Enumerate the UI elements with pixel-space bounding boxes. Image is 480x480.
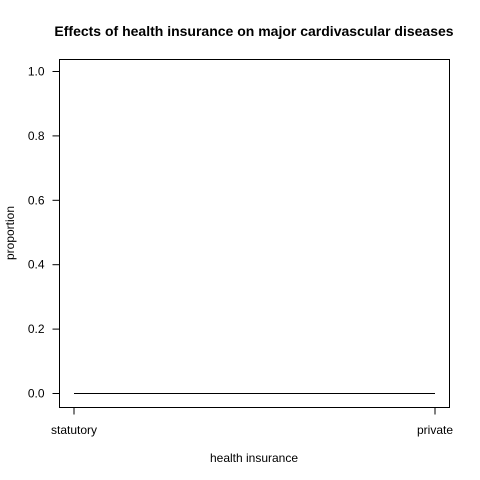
x-tick-label: statutory <box>51 423 97 437</box>
chart-title: Effects of health insurance on major car… <box>54 23 453 39</box>
x-axis: statutory private <box>51 407 453 437</box>
plot-frame <box>59 59 450 408</box>
y-axis: 0.0 0.2 0.4 0.6 0.8 1.0 <box>28 65 60 401</box>
y-axis-label: proportion <box>3 206 17 260</box>
x-tick-label: private <box>417 423 453 437</box>
y-tick-label: 1.0 <box>28 65 45 79</box>
y-tick-label: 0.8 <box>28 129 45 143</box>
y-tick-label: 0.6 <box>28 193 45 207</box>
x-axis-label: health insurance <box>210 451 298 465</box>
y-tick-label: 0.0 <box>28 387 45 401</box>
y-tick-label: 0.4 <box>28 258 45 272</box>
y-tick-label: 0.2 <box>28 322 45 336</box>
